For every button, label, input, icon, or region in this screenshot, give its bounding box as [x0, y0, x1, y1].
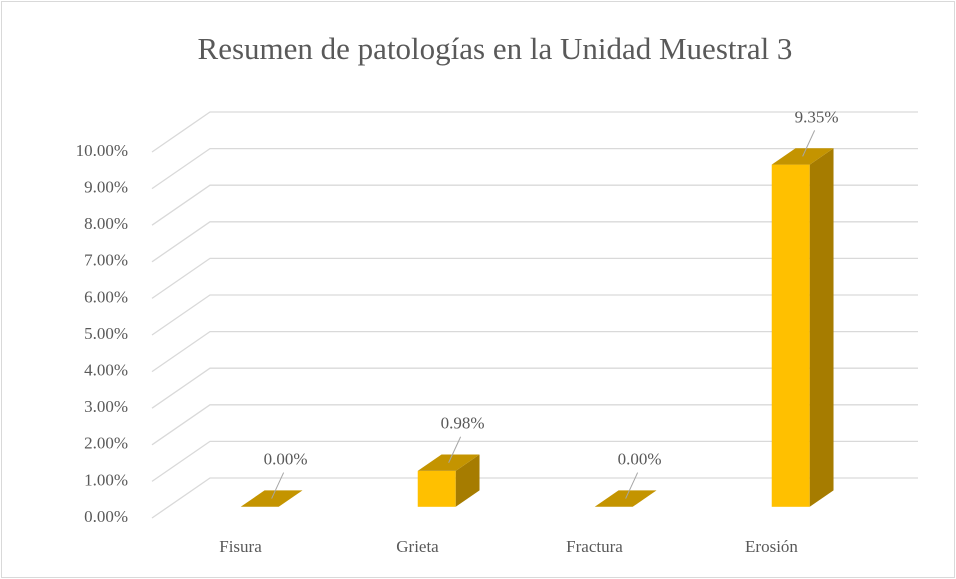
y-tick-label: 3.00% — [84, 397, 128, 416]
y-tick-label: 2.00% — [84, 434, 128, 453]
data-label: 0.00% — [618, 450, 662, 469]
grid-line — [151, 221, 918, 263]
y-tick-label: 10.00% — [76, 141, 128, 160]
y-tick-label: 7.00% — [84, 251, 128, 270]
leader-line — [802, 130, 816, 157]
y-tick-label: 1.00% — [84, 470, 128, 489]
grid-line — [151, 257, 918, 299]
chart-title: Resumen de patologías en la Unidad Muest… — [198, 31, 793, 66]
y-tick-label: 8.00% — [84, 214, 128, 233]
bar-side — [455, 454, 480, 507]
y-tick-label: 5.00% — [84, 324, 128, 343]
y-tick-label: 4.00% — [84, 361, 128, 380]
bar-side — [809, 148, 834, 507]
x-tick-label: Fisura — [219, 537, 262, 556]
x-tick-label: Erosión — [745, 537, 798, 556]
bar-front — [417, 470, 456, 507]
x-tick-label: Grieta — [396, 537, 439, 556]
x-tick-label: Fractura — [566, 537, 623, 556]
y-tick-label: 9.00% — [84, 178, 128, 197]
leader-line — [448, 436, 462, 463]
leader-line — [625, 472, 639, 499]
grid-line — [151, 477, 918, 519]
grid-line — [151, 367, 918, 409]
grid-line — [151, 440, 918, 482]
grid-line — [151, 330, 918, 373]
grid-line — [151, 294, 918, 336]
data-label: 9.35% — [795, 107, 839, 126]
grid-line — [151, 111, 918, 153]
data-label: 0.98% — [441, 414, 485, 433]
y-tick-label: 0.00% — [84, 507, 128, 526]
grid-line — [151, 404, 918, 446]
data-label: 0.00% — [264, 450, 308, 469]
grid-line — [151, 184, 918, 226]
grid-line — [151, 147, 918, 190]
leader-line — [271, 472, 285, 499]
bar-front — [771, 164, 810, 507]
y-tick-label: 6.00% — [84, 287, 128, 306]
